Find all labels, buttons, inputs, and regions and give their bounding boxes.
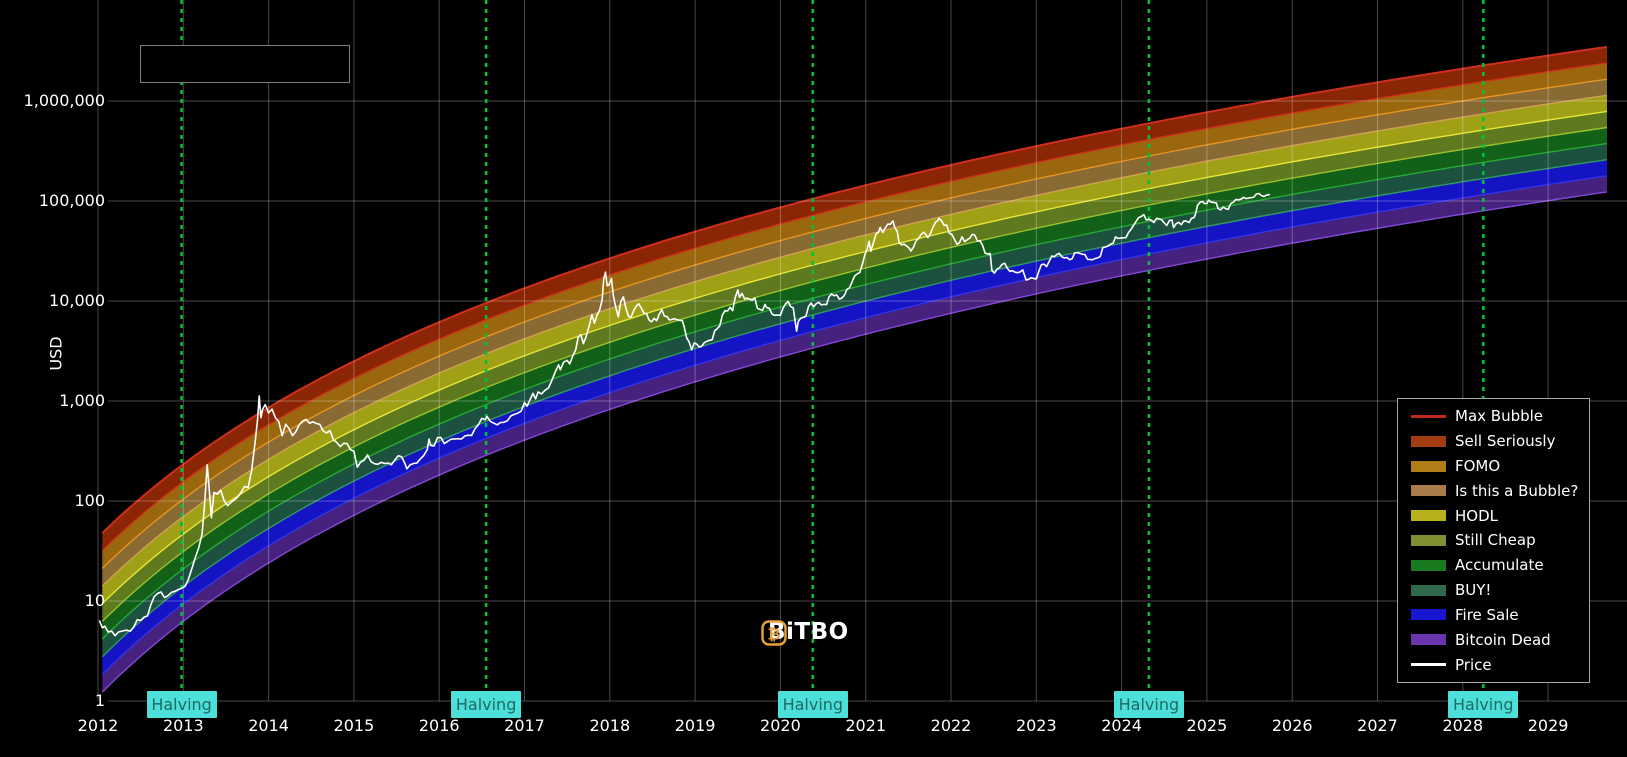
legend-row-max-bubble[interactable]: Max Bubble (1411, 407, 1589, 425)
legend: Max Bubble Sell Seriously FOMO Is this a Bu… (1397, 398, 1590, 683)
x-year-label: 2015 (333, 716, 375, 735)
legend-label: HODL (1455, 506, 1498, 525)
legend-label: Still Cheap (1455, 531, 1536, 550)
grid-lines (97, 0, 1627, 702)
legend-label: BUY! (1455, 581, 1492, 600)
legend-swatch (1411, 435, 1446, 447)
legend-swatch (1411, 609, 1446, 621)
legend-swatch (1411, 663, 1446, 667)
legend-row-price[interactable]: Price (1411, 656, 1589, 674)
x-year-label: 2018 (589, 716, 631, 735)
legend-swatch (1411, 414, 1446, 418)
legend-row-hodl[interactable]: HODL (1411, 507, 1589, 525)
x-year-label: 2021 (845, 716, 887, 735)
x-year-label: 2020 (760, 716, 801, 735)
x-year-label: 2017 (504, 716, 545, 735)
legend-label: Bitcoin Dead (1455, 630, 1551, 649)
x-year-label: 2016 (418, 716, 460, 735)
x-year-label: 2019 (674, 716, 716, 735)
legend-label: FOMO (1455, 457, 1501, 476)
legend-label: Fire Sale (1455, 605, 1519, 624)
y-tick-label: 1 (94, 691, 105, 710)
halving-lines (180, 0, 1485, 691)
legend-label: Accumulate (1455, 556, 1544, 575)
legend-row-buy-[interactable]: BUY! (1411, 581, 1589, 599)
bitbo-logo-text: BiTBO (768, 619, 849, 645)
legend-label: Max Bubble (1455, 407, 1544, 426)
legend-swatch (1411, 510, 1446, 522)
x-year-label: 2013 (162, 716, 204, 735)
price-line (98, 192, 1270, 637)
x-year-label: 2022 (930, 716, 972, 735)
y-tick-label: 100,000 (38, 191, 105, 210)
svg-text:₿: ₿ (767, 625, 780, 644)
legend-label: Is this a Bubble? (1455, 481, 1579, 500)
bitbo-logo[interactable]: ₿ BiTBO (760, 619, 849, 646)
y-tick-label: 100 (74, 491, 105, 510)
halving-badge: Halving (777, 691, 848, 718)
y-tick-label: 1,000,000 (23, 91, 105, 110)
legend-swatch (1411, 559, 1446, 571)
title-box[interactable] (140, 45, 350, 83)
legend-row-accumulate[interactable]: Accumulate (1411, 556, 1589, 574)
band-boundary-lines (101, 46, 1608, 693)
x-year-label: 2012 (77, 716, 119, 735)
y-tick-label: 1,000 (59, 391, 105, 410)
x-year-label: 2029 (1527, 716, 1569, 735)
x-year-label: 2028 (1442, 716, 1484, 735)
x-year-label: 2026 (1271, 716, 1313, 735)
legend-label: Price (1455, 655, 1492, 674)
x-year-label: 2014 (248, 716, 289, 735)
legend-row-still-cheap[interactable]: Still Cheap (1411, 531, 1589, 549)
legend-row-fomo[interactable]: FOMO (1411, 457, 1589, 475)
y-axis-title: USD (46, 336, 66, 371)
legend-swatch (1411, 534, 1446, 546)
halving-badge: Halving (1113, 691, 1184, 718)
legend-row-sell-seriously[interactable]: Sell Seriously (1411, 432, 1589, 450)
x-year-label: 2023 (1015, 716, 1057, 735)
legend-swatch (1411, 584, 1446, 596)
x-year-label: 2027 (1357, 716, 1398, 735)
legend-row-fire-sale[interactable]: Fire Sale (1411, 606, 1589, 624)
y-tick-label: 10 (84, 591, 105, 610)
halving-badge: Halving (451, 691, 522, 718)
legend-label: Sell Seriously (1455, 432, 1556, 451)
legend-row-is-this-a-bubble-[interactable]: Is this a Bubble? (1411, 482, 1589, 500)
halving-badge: Halving (1448, 691, 1519, 718)
legend-swatch (1411, 460, 1446, 472)
legend-swatch (1411, 485, 1446, 497)
legend-swatch (1411, 634, 1446, 646)
y-tick-label: 10,000 (49, 291, 105, 310)
legend-row-bitcoin-dead[interactable]: Bitcoin Dead (1411, 631, 1589, 649)
x-year-label: 2024 (1101, 716, 1142, 735)
rainbow-bands (102, 47, 1607, 693)
x-year-label: 2025 (1186, 716, 1228, 735)
halving-badge: Halving (146, 691, 217, 718)
